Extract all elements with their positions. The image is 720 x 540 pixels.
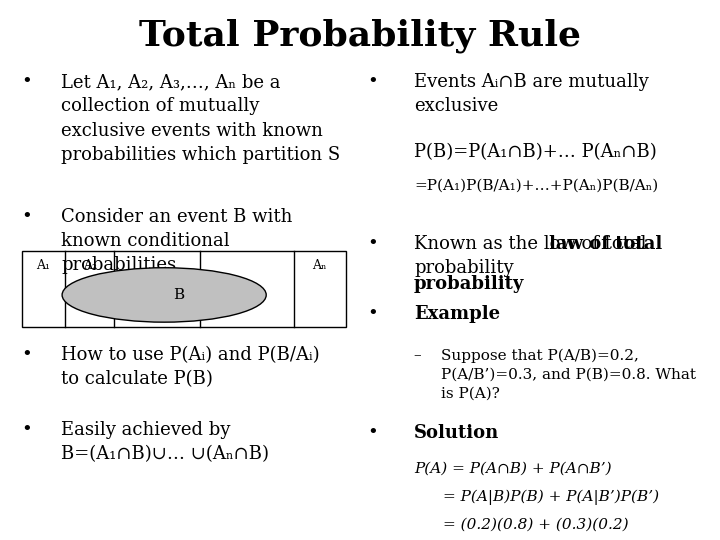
Text: •: • [22, 73, 32, 91]
Bar [22, 251, 346, 327]
Text: law of total: law of total [549, 235, 662, 253]
Text: A₂: A₂ [83, 259, 96, 272]
Text: Consider an event B with
known conditional
probabilities: Consider an event B with known condition… [61, 208, 292, 274]
Text: •: • [367, 305, 378, 323]
Text: Total Probability Rule: Total Probability Rule [139, 19, 581, 53]
Text: •: • [367, 73, 378, 91]
Text: Known as the ​low of total
probability: Known as the ​low of total probability [414, 235, 647, 277]
Text: •: • [367, 235, 378, 253]
Text: Easily achieved by
B=(A₁∩B)∪… ∪(Aₙ∩B): Easily achieved by B=(A₁∩B)∪… ∪(Aₙ∩B) [61, 421, 269, 463]
Text: Solution: Solution [414, 424, 499, 442]
Text: = (0.2)(0.8) + (0.3)(0.2): = (0.2)(0.8) + (0.3)(0.2) [443, 518, 629, 532]
Text: •: • [22, 421, 32, 439]
Text: =P(A₁)P(B/A₁)+…+P(Aₙ)P(B/Aₙ): =P(A₁)P(B/A₁)+…+P(Aₙ)P(B/Aₙ) [414, 178, 658, 192]
Text: –: – [414, 348, 426, 362]
Text: Aₙ: Aₙ [312, 259, 327, 272]
Text: probability: probability [414, 275, 524, 293]
Text: P(B)=P(A₁∩B)+… P(Aₙ∩B): P(B)=P(A₁∩B)+… P(Aₙ∩B) [414, 143, 657, 161]
Text: Suppose that P(A/B)=0.2,
P(A/B’)=0.3, and P(B)=0.8. What
is P(A)?: Suppose that P(A/B)=0.2, P(A/B’)=0.3, an… [441, 348, 696, 401]
Text: = P(A|B)P(B) + P(A|B’)P(B’): = P(A|B)P(B) + P(A|B’)P(B’) [443, 490, 659, 505]
Text: A₁: A₁ [36, 259, 50, 272]
Text: P(A) = P(A∩B) + P(A∩B’): P(A) = P(A∩B) + P(A∩B’) [414, 462, 611, 476]
Text: Events Aᵢ∩B are mutually
exclusive: Events Aᵢ∩B are mutually exclusive [414, 73, 649, 115]
Text: Let A₁, A₂, A₃,…, Aₙ be a
collection of mutually
exclusive events with known
pro: Let A₁, A₂, A₃,…, Aₙ be a collection of … [61, 73, 341, 164]
Ellipse shape [62, 268, 266, 322]
Text: How to use P(Aᵢ) and P(B/Aᵢ)
to calculate P(B): How to use P(Aᵢ) and P(B/Aᵢ) to calculat… [61, 346, 320, 388]
Text: •: • [367, 424, 378, 442]
Text: •: • [22, 346, 32, 363]
Text: •: • [22, 208, 32, 226]
Text: B: B [173, 288, 184, 302]
Text: Example: Example [414, 305, 500, 323]
